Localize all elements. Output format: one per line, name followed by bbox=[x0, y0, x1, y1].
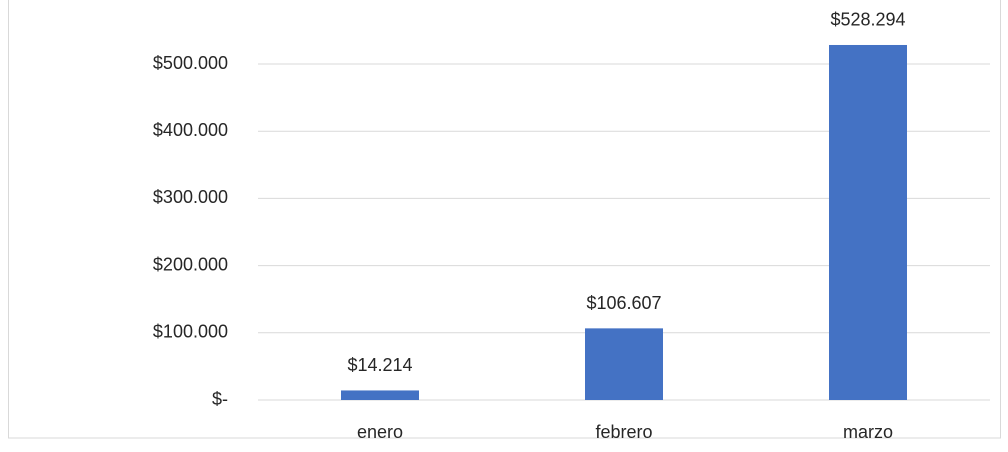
bar bbox=[341, 390, 419, 400]
bar bbox=[829, 44, 907, 401]
y-tick-label: $300.000 bbox=[153, 187, 228, 207]
x-tick-label: marzo bbox=[843, 422, 893, 442]
x-tick-label: enero bbox=[357, 422, 403, 442]
value-label: $14.214 bbox=[347, 355, 412, 375]
y-tick-label: $- bbox=[212, 389, 228, 409]
y-tick-label: $200.000 bbox=[153, 254, 228, 274]
x-tick-label: febrero bbox=[595, 422, 652, 442]
value-label: $106.607 bbox=[586, 293, 661, 313]
y-tick-label: $100.000 bbox=[153, 322, 228, 342]
value-label: $528.294 bbox=[830, 10, 905, 30]
y-tick-label: $500.000 bbox=[153, 53, 228, 73]
bar bbox=[585, 328, 663, 400]
y-tick-label: $400.000 bbox=[153, 120, 228, 140]
